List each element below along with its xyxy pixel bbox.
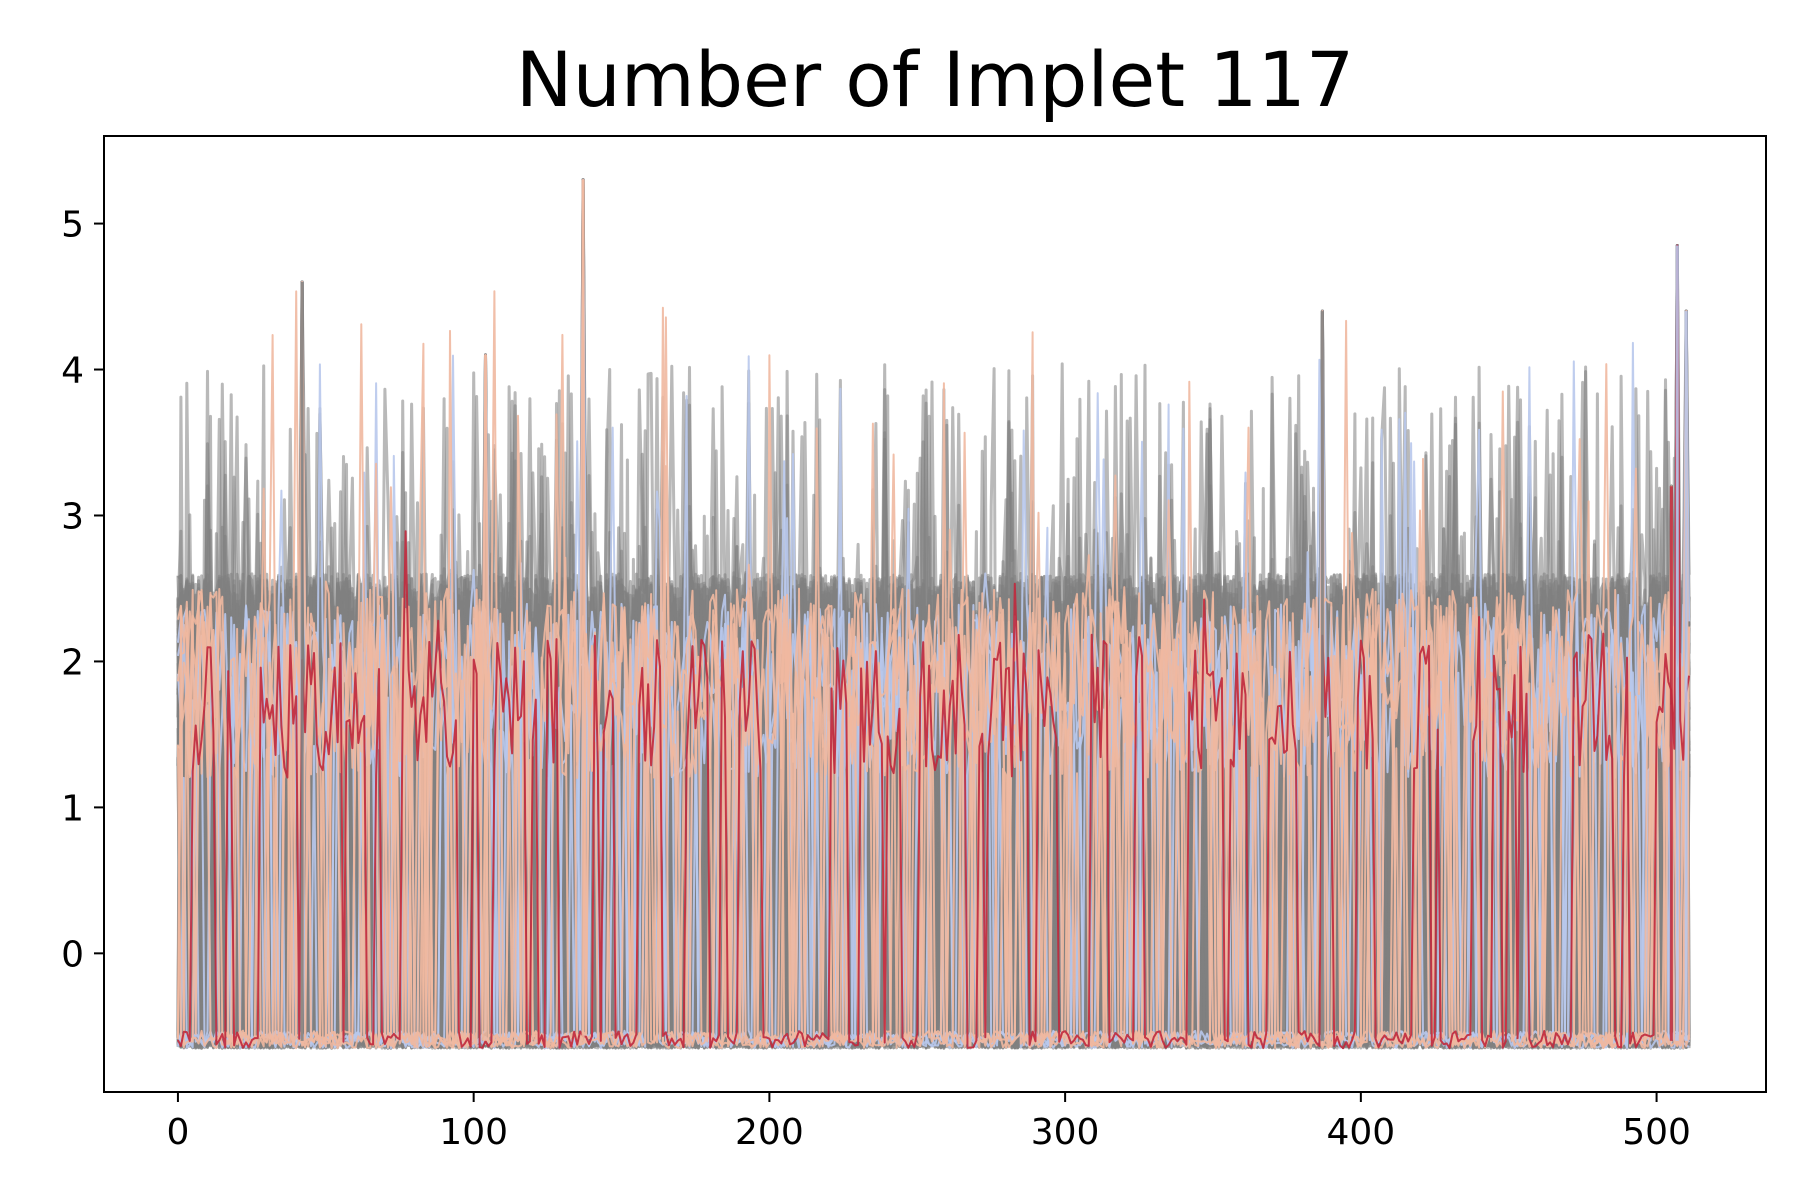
x-axis: 0 100 200 300 400 500 — [166, 1092, 1691, 1153]
x-tick-label: 100 — [439, 1112, 508, 1153]
y-tick-label: 1 — [61, 788, 84, 829]
plot-frame — [103, 135, 1767, 1093]
y-tick-label: 2 — [61, 642, 84, 683]
y-axis: 0 1 2 3 4 5 — [61, 205, 104, 975]
red-highlighted-trace-line — [176, 244, 1691, 1050]
y-tick-label: 0 — [61, 934, 84, 975]
x-tick-label: 400 — [1326, 1112, 1395, 1153]
x-tick-label: 300 — [1031, 1112, 1100, 1153]
orange-highlighted-traces-line — [176, 281, 1691, 1050]
x-tick-label: 500 — [1622, 1112, 1691, 1153]
y-tick-label: 5 — [61, 205, 84, 246]
x-tick-label: 200 — [735, 1112, 804, 1153]
chart-title: Number of Implet 117 — [516, 35, 1354, 124]
y-tick-label: 4 — [61, 351, 84, 392]
series-layer — [176, 178, 1691, 1050]
x-tick-label: 0 — [166, 1112, 189, 1153]
y-tick-label: 3 — [61, 496, 84, 537]
orange-highlighted-traces-line — [176, 310, 1691, 1050]
